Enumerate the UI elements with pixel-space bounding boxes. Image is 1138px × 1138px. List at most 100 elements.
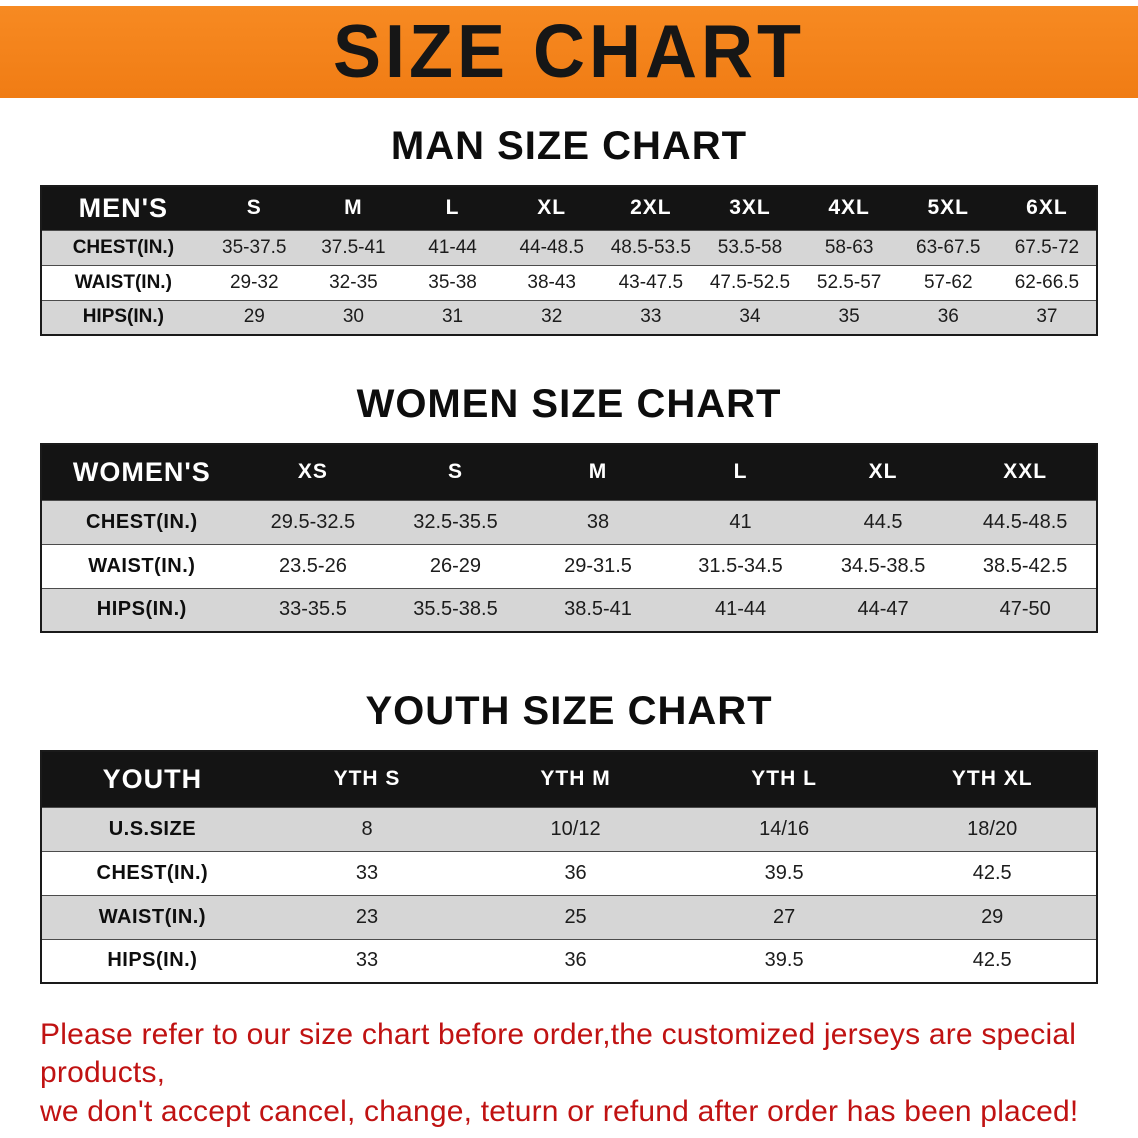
- row-label: WAIST(IN.): [41, 264, 205, 300]
- size-value: 10/12: [471, 806, 680, 851]
- women-chest-row: CHEST(IN.) 29.5-32.5 32.5-35.5 38 41 44.…: [41, 499, 1097, 544]
- row-label: CHEST(IN.): [41, 499, 242, 544]
- men-header-row: MEN'S S M L XL 2XL 3XL 4XL 5XL 6XL: [41, 186, 1097, 230]
- women-size-table: WOMEN'S XS S M L XL XXL CHEST(IN.) 29.5-…: [40, 443, 1098, 633]
- size-value: 44-48.5: [502, 229, 602, 265]
- size-value: 34: [700, 299, 800, 335]
- size-value: 53.5-58: [700, 229, 800, 265]
- women-section-heading: WOMEN SIZE CHART: [356, 382, 782, 426]
- size-value: 33: [262, 850, 472, 895]
- size-value: 23.5-26: [241, 543, 385, 588]
- size-value: 37: [997, 299, 1097, 335]
- size-value: 41: [669, 499, 812, 544]
- women-hips-row: HIPS(IN.) 33-35.5 35.5-38.5 38.5-41 41-4…: [41, 587, 1097, 632]
- size-value: 8: [262, 806, 472, 851]
- col-header: L: [733, 460, 748, 484]
- size-value: 38: [526, 499, 670, 544]
- size-value: 39.5: [679, 850, 889, 895]
- size-value: 38-43: [502, 264, 602, 300]
- row-label: HIPS(IN.): [41, 587, 242, 632]
- col-header: S: [246, 196, 262, 220]
- size-value: 30: [303, 299, 403, 335]
- men-waist-row: WAIST(IN.) 29-32 32-35 35-38 38-43 43-47…: [41, 264, 1097, 300]
- size-value: 44.5-48.5: [954, 499, 1097, 544]
- size-value: 25: [471, 894, 680, 939]
- size-value: 41-44: [402, 229, 503, 265]
- col-header: XL: [868, 460, 898, 484]
- size-value: 38.5-42.5: [954, 543, 1097, 588]
- size-value: 41-44: [669, 587, 812, 632]
- size-value: 32: [502, 299, 602, 335]
- size-value: 38.5-41: [526, 587, 670, 632]
- men-hips-row: HIPS(IN.) 29 30 31 32 33 34 35 36 37: [41, 299, 1097, 335]
- size-value: 39.5: [679, 938, 889, 983]
- size-value: 27: [679, 894, 889, 939]
- size-value: 58-63: [799, 229, 899, 265]
- size-value: 32.5-35.5: [384, 499, 527, 544]
- col-header: YTH L: [751, 767, 817, 791]
- size-value: 31.5-34.5: [669, 543, 812, 588]
- size-value: 42.5: [888, 938, 1097, 983]
- banner-title: SIZE CHART: [333, 10, 805, 94]
- col-header: M: [588, 460, 608, 484]
- size-value: 47.5-52.5: [700, 264, 800, 300]
- youth-ussize-row: U.S.SIZE 8 10/12 14/16 18/20: [41, 806, 1097, 851]
- size-value: 33-35.5: [241, 587, 385, 632]
- col-header: 6XL: [1026, 196, 1068, 220]
- youth-header-row: YOUTH YTH S YTH M YTH L YTH XL: [41, 751, 1097, 807]
- men-table-label: MEN'S: [78, 192, 169, 223]
- row-label: HIPS(IN.): [41, 938, 263, 983]
- size-value: 29.5-32.5: [241, 499, 385, 544]
- women-waist-row: WAIST(IN.) 23.5-26 26-29 29-31.5 31.5-34…: [41, 543, 1097, 588]
- size-value: 31: [402, 299, 503, 335]
- size-chart-banner: SIZE CHART: [0, 6, 1138, 98]
- size-value: 67.5-72: [997, 229, 1097, 265]
- men-chest-row: CHEST(IN.) 35-37.5 37.5-41 41-44 44-48.5…: [41, 229, 1097, 265]
- row-label: HIPS(IN.): [41, 299, 205, 335]
- size-value: 26-29: [384, 543, 527, 588]
- size-value: 44-47: [811, 587, 955, 632]
- size-value: 18/20: [888, 806, 1097, 851]
- men-size-table: MEN'S S M L XL 2XL 3XL 4XL 5XL 6XL CHEST…: [40, 185, 1098, 336]
- youth-chest-row: CHEST(IN.) 33 36 39.5 42.5: [41, 850, 1097, 895]
- size-value: 47-50: [954, 587, 1097, 632]
- row-label: CHEST(IN.): [41, 850, 263, 895]
- col-header: YTH XL: [951, 767, 1033, 791]
- col-header: 4XL: [828, 196, 870, 220]
- col-header: 5XL: [927, 196, 970, 220]
- size-value: 32-35: [303, 264, 403, 300]
- size-value: 63-67.5: [898, 229, 998, 265]
- col-header: 3XL: [729, 196, 771, 220]
- order-notice: Please refer to our size chart before or…: [40, 1016, 1138, 1131]
- col-header: YTH M: [540, 767, 611, 791]
- col-header: 2XL: [630, 196, 672, 220]
- size-value: 33: [262, 938, 472, 983]
- notice-line-2: we don't accept cancel, change, teturn o…: [40, 1094, 1079, 1128]
- size-value: 36: [471, 850, 680, 895]
- row-label: CHEST(IN.): [41, 229, 205, 265]
- size-value: 36: [898, 299, 998, 335]
- col-header: L: [445, 196, 460, 220]
- size-value: 35-37.5: [204, 229, 304, 265]
- size-value: 29-32: [204, 264, 304, 300]
- youth-size-table: YOUTH YTH S YTH M YTH L YTH XL U.S.SIZE …: [40, 750, 1098, 984]
- women-table-label: WOMEN'S: [72, 456, 211, 487]
- size-value: 37.5-41: [303, 229, 403, 265]
- col-header: M: [344, 196, 363, 220]
- size-value: 42.5: [888, 850, 1097, 895]
- size-value: 36: [471, 938, 680, 983]
- size-value: 35: [799, 299, 899, 335]
- size-value: 62-66.5: [997, 264, 1097, 300]
- youth-waist-row: WAIST(IN.) 23 25 27 29: [41, 894, 1097, 939]
- size-value: 48.5-53.5: [601, 229, 701, 265]
- men-section-heading: MAN SIZE CHART: [390, 124, 748, 168]
- youth-table-label: YOUTH: [102, 763, 203, 794]
- size-value: 14/16: [679, 806, 889, 851]
- youth-hips-row: HIPS(IN.) 33 36 39.5 42.5: [41, 938, 1097, 983]
- size-value: 35.5-38.5: [384, 587, 527, 632]
- size-value: 29: [888, 894, 1097, 939]
- size-value: 35-38: [402, 264, 503, 300]
- size-value: 57-62: [898, 264, 998, 300]
- size-value: 33: [601, 299, 701, 335]
- size-value: 29-31.5: [526, 543, 670, 588]
